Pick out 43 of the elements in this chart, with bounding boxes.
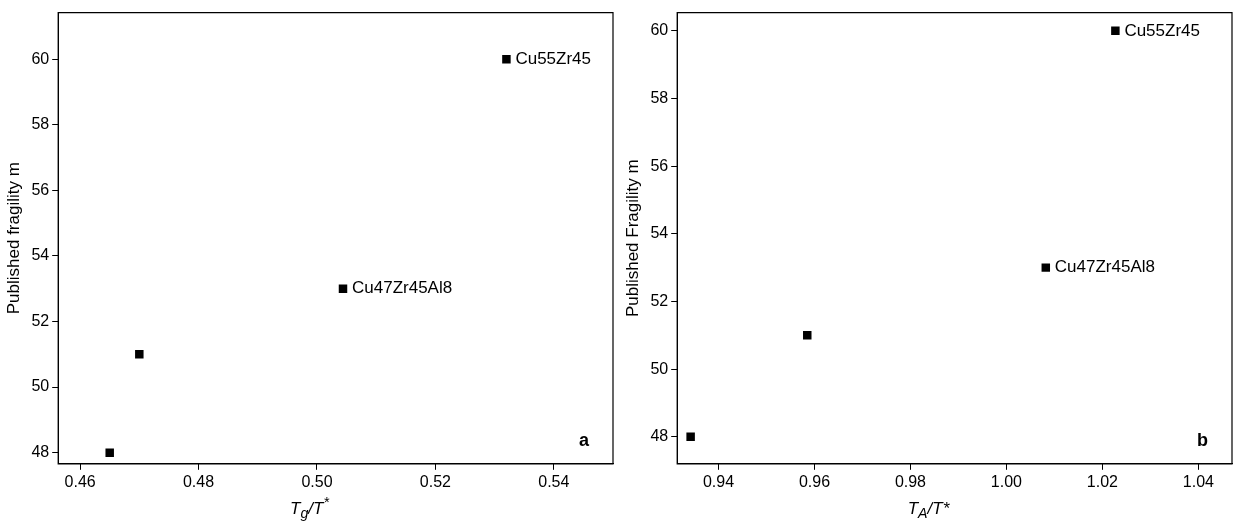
point xyxy=(338,284,348,293)
y-tick-label: 48 xyxy=(31,443,50,461)
annotation: a xyxy=(578,429,590,450)
y-axis-title: Published Fragility m xyxy=(622,159,642,318)
y-tick-label: 50 xyxy=(650,359,669,377)
annotation: Cu47Zr45Al8 xyxy=(352,278,453,298)
x-axis-title: T$_{A}$/T* xyxy=(906,498,951,521)
x-tick-label: 0.52 xyxy=(419,472,452,490)
y-tick-label: 54 xyxy=(31,246,50,264)
x-tick-label: 0.50 xyxy=(301,472,333,490)
point xyxy=(686,432,695,441)
annotation: Cu55Zr45 xyxy=(515,48,592,68)
y-axis-title: Published fragility m xyxy=(3,162,23,315)
y-tick-label: 60 xyxy=(650,21,669,39)
annotation: b xyxy=(1197,429,1208,450)
y-tick-label: 58 xyxy=(31,115,50,133)
y-tick-label: 56 xyxy=(31,180,50,198)
x-tick-label: 0.46 xyxy=(64,472,96,490)
x-tick-label: 0.48 xyxy=(182,472,215,490)
annotation: Cu47Zr45Al8 xyxy=(1054,257,1155,277)
y-tick-label: 50 xyxy=(31,377,50,395)
x-tick-label: 0.94 xyxy=(702,472,735,490)
y-tick-label: 60 xyxy=(31,49,50,67)
point xyxy=(803,331,812,340)
x-axis-title: T$_{g}$/T$^{*}$ xyxy=(289,493,330,521)
x-tick-label: 1.04 xyxy=(1182,472,1215,490)
x-tick-label: 0.54 xyxy=(538,472,570,490)
point xyxy=(105,448,114,457)
x-tick-label: 1.02 xyxy=(1086,472,1119,490)
y-tick-label: 48 xyxy=(650,427,669,445)
point xyxy=(1041,263,1051,272)
annotation: Cu55Zr45 xyxy=(1124,20,1200,40)
y-tick-label: 54 xyxy=(650,224,669,242)
y-tick-label: 56 xyxy=(650,156,669,174)
x-tick-label: 0.96 xyxy=(798,472,831,490)
x-tick-label: 1.00 xyxy=(990,472,1023,490)
point xyxy=(135,350,144,359)
y-tick-label: 52 xyxy=(650,291,669,309)
point xyxy=(502,54,511,64)
point xyxy=(1111,26,1120,36)
y-tick-label: 58 xyxy=(650,88,669,106)
y-tick-label: 52 xyxy=(31,311,50,329)
x-tick-label: 0.98 xyxy=(894,472,927,490)
